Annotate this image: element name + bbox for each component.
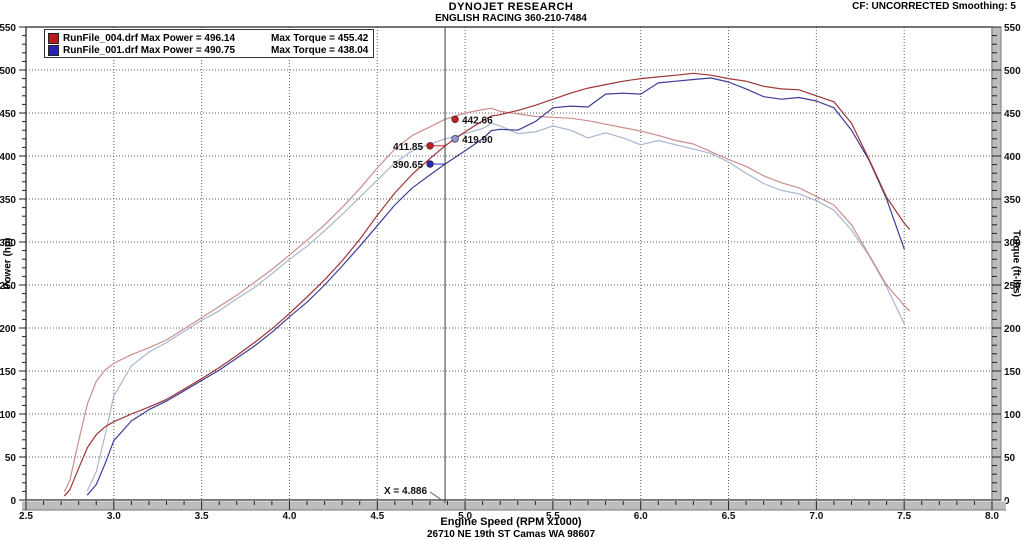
- report-subtitle: ENGLISH RACING 360-210-7484: [435, 13, 587, 24]
- legend-run-power: RunFile_004.drf Max Power = 496.14: [63, 32, 236, 44]
- curve-red_torque: [63, 107, 911, 492]
- left-tick-label: 450: [0, 109, 16, 120]
- report-title: DYNOJET RESEARCH: [448, 1, 574, 13]
- curve-blue_torque: [86, 122, 905, 492]
- left-tick-label: 550: [0, 23, 16, 34]
- readout-value-blue_power: 390.65: [392, 160, 423, 171]
- x-axis-strip: [22, 501, 1006, 510]
- right-tick-label: 500: [1004, 66, 1021, 77]
- left-tick-label: 100: [0, 410, 16, 421]
- legend-run-torque: Max Torque = 455.42: [271, 32, 369, 44]
- legend-run-2[interactable]: RunFile_001.drf Max Power = 490.75 Max To…: [48, 44, 370, 56]
- legend: RunFile_004.drf Max Power = 496.14 Max To…: [44, 29, 374, 58]
- right-tick-label: 450: [1004, 109, 1021, 120]
- right-axis-strip: [991, 26, 1002, 501]
- right-tick-label: 50: [1004, 453, 1016, 464]
- x-tick-label: 7.5: [897, 511, 911, 522]
- right-tick-label: 150: [1004, 367, 1021, 378]
- right-tick-label: 200: [1004, 324, 1021, 335]
- x-tick-label: 8.0: [985, 511, 999, 522]
- left-tick-label: 500: [0, 66, 16, 77]
- x-tick-label: 4.5: [370, 511, 384, 522]
- right-tick-label: 100: [1004, 410, 1021, 421]
- x-tick-label: 3.5: [195, 511, 209, 522]
- right-tick-label: 400: [1004, 152, 1021, 163]
- right-tick-label: 300: [1004, 238, 1021, 249]
- readout-value-red_torque: 442.66: [462, 115, 493, 126]
- cursor-x-label: X = 4.886: [384, 486, 428, 497]
- right-axis-title: Torque (ft-lbs): [1010, 229, 1022, 298]
- curve-red_power: [63, 72, 911, 497]
- left-tick-label: 50: [5, 453, 17, 464]
- right-tick-label: 550: [1004, 23, 1021, 34]
- readout-value-blue_torque: 419.90: [462, 135, 493, 146]
- left-axis-title: Power (hp): [2, 237, 14, 290]
- left-tick-label: 400: [0, 152, 16, 163]
- left-tick-label: 300: [0, 238, 16, 249]
- readout-dot-blue_power: [426, 160, 434, 168]
- readout-dot-blue_torque: [451, 135, 459, 143]
- x-tick-label: 7.0: [809, 511, 823, 522]
- legend-swatch-icon: [48, 32, 59, 44]
- x-tick-label: 4.0: [283, 511, 297, 522]
- readout-dot-red_torque: [451, 115, 459, 124]
- correction-smoothing-info: CF: UNCORRECTED Smoothing: 5: [852, 1, 1016, 12]
- right-tick-label: 0: [1004, 496, 1010, 507]
- left-tick-label: 200: [0, 324, 16, 335]
- right-tick-label: 250: [1004, 281, 1021, 292]
- x-tick-label: 5.5: [546, 511, 560, 522]
- readout-value-red_power: 411.85: [393, 142, 423, 153]
- curve-blue_power: [86, 77, 905, 496]
- left-tick-label: 150: [0, 367, 16, 378]
- left-tick-label: 250: [0, 281, 16, 292]
- legend-swatch-icon: [48, 44, 59, 56]
- cursor-x-leader: [429, 491, 444, 502]
- legend-run-1[interactable]: RunFile_004.drf Max Power = 496.14 Max To…: [48, 32, 370, 44]
- x-tick-label: 2.5: [19, 511, 33, 522]
- readout-dot-red_power: [426, 142, 434, 150]
- left-tick-label: 0: [10, 496, 16, 507]
- right-tick-label: 350: [1004, 195, 1021, 206]
- x-tick-label: 6.0: [634, 511, 648, 522]
- x-tick-label: 5.0: [458, 511, 472, 522]
- plot-frame: [25, 26, 993, 501]
- x-tick-label: 3.0: [107, 511, 121, 522]
- left-tick-label: 350: [0, 195, 16, 206]
- legend-run-power: RunFile_001.drf Max Power = 490.75: [63, 44, 236, 56]
- x-tick-label: 6.5: [722, 511, 736, 522]
- x-axis-title: Engine Speed (RPM x1000): [440, 516, 582, 528]
- shop-address: 26710 NE 19th ST Camas WA 98607: [426, 529, 596, 540]
- legend-run-torque: Max Torque = 438.04: [271, 44, 369, 56]
